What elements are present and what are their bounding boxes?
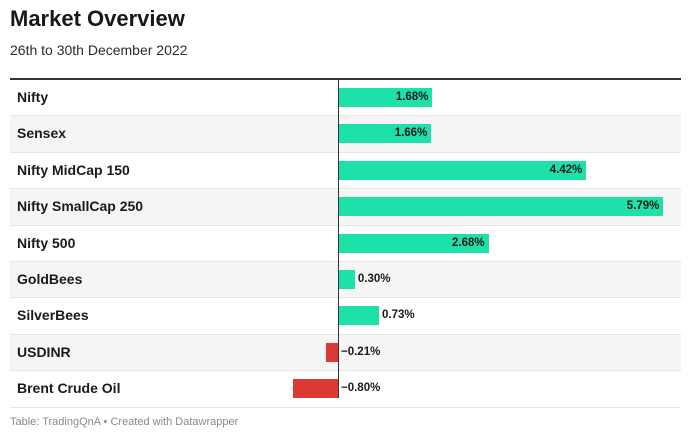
table-row: Sensex 1.66%	[10, 116, 681, 153]
chart-title: Market Overview	[10, 6, 185, 31]
row-label: Nifty SmallCap 250	[17, 198, 144, 215]
table-row: Nifty 500 2.68%	[10, 226, 681, 262]
bar-value-label: 5.79%	[626, 200, 660, 213]
bar-table: Nifty 1.68% Sensex 1.66% Nifty MidCap 150 4.4…	[10, 78, 681, 408]
bar-value-label: −0.21%	[341, 345, 381, 358]
row-label: Nifty MidCap 150	[17, 161, 130, 178]
row-label: Sensex	[17, 125, 67, 142]
bar	[338, 160, 587, 180]
table-row: Brent Crude Oil −0.80%	[10, 371, 681, 408]
bar	[293, 379, 338, 399]
row-label: USDINR	[17, 343, 71, 360]
bar	[338, 197, 664, 217]
row-label: SilverBees	[17, 307, 89, 324]
row-label: Nifty 500	[17, 234, 76, 251]
bar-value-label: 2.68%	[452, 236, 485, 249]
bar-value-label: 0.73%	[382, 309, 415, 322]
table-row: USDINR −0.21%	[10, 334, 681, 372]
row-label: Nifty	[17, 89, 49, 105]
bar-value-label: 4.42%	[549, 163, 583, 176]
chart-subtitle: 26th to 30th December 2022	[10, 42, 188, 58]
bar-value-label: −0.80%	[341, 382, 381, 395]
table-row: Nifty 1.68%	[10, 80, 681, 117]
table-row: Nifty SmallCap 250 5.79%	[10, 189, 681, 226]
bar-value-label: 0.30%	[357, 272, 391, 285]
bar-value-label: 1.68%	[395, 91, 429, 103]
source-footer: Table: TradingQnA • Created with Datawra…	[10, 416, 239, 428]
table-row: Nifty MidCap 150 4.42%	[10, 153, 681, 190]
bar	[338, 269, 355, 289]
bar	[326, 342, 338, 362]
bar	[338, 233, 489, 253]
zero-axis-line	[338, 80, 339, 398]
bar	[338, 124, 432, 144]
table-row: GoldBees 0.30%	[10, 261, 681, 299]
bar	[338, 88, 433, 107]
row-label: GoldBees	[17, 270, 83, 287]
row-label: Brent Crude Oil	[17, 380, 121, 397]
bar	[338, 306, 380, 326]
bar-value-label: 1.66%	[394, 127, 428, 140]
table-row: SilverBees 0.73%	[10, 298, 681, 335]
